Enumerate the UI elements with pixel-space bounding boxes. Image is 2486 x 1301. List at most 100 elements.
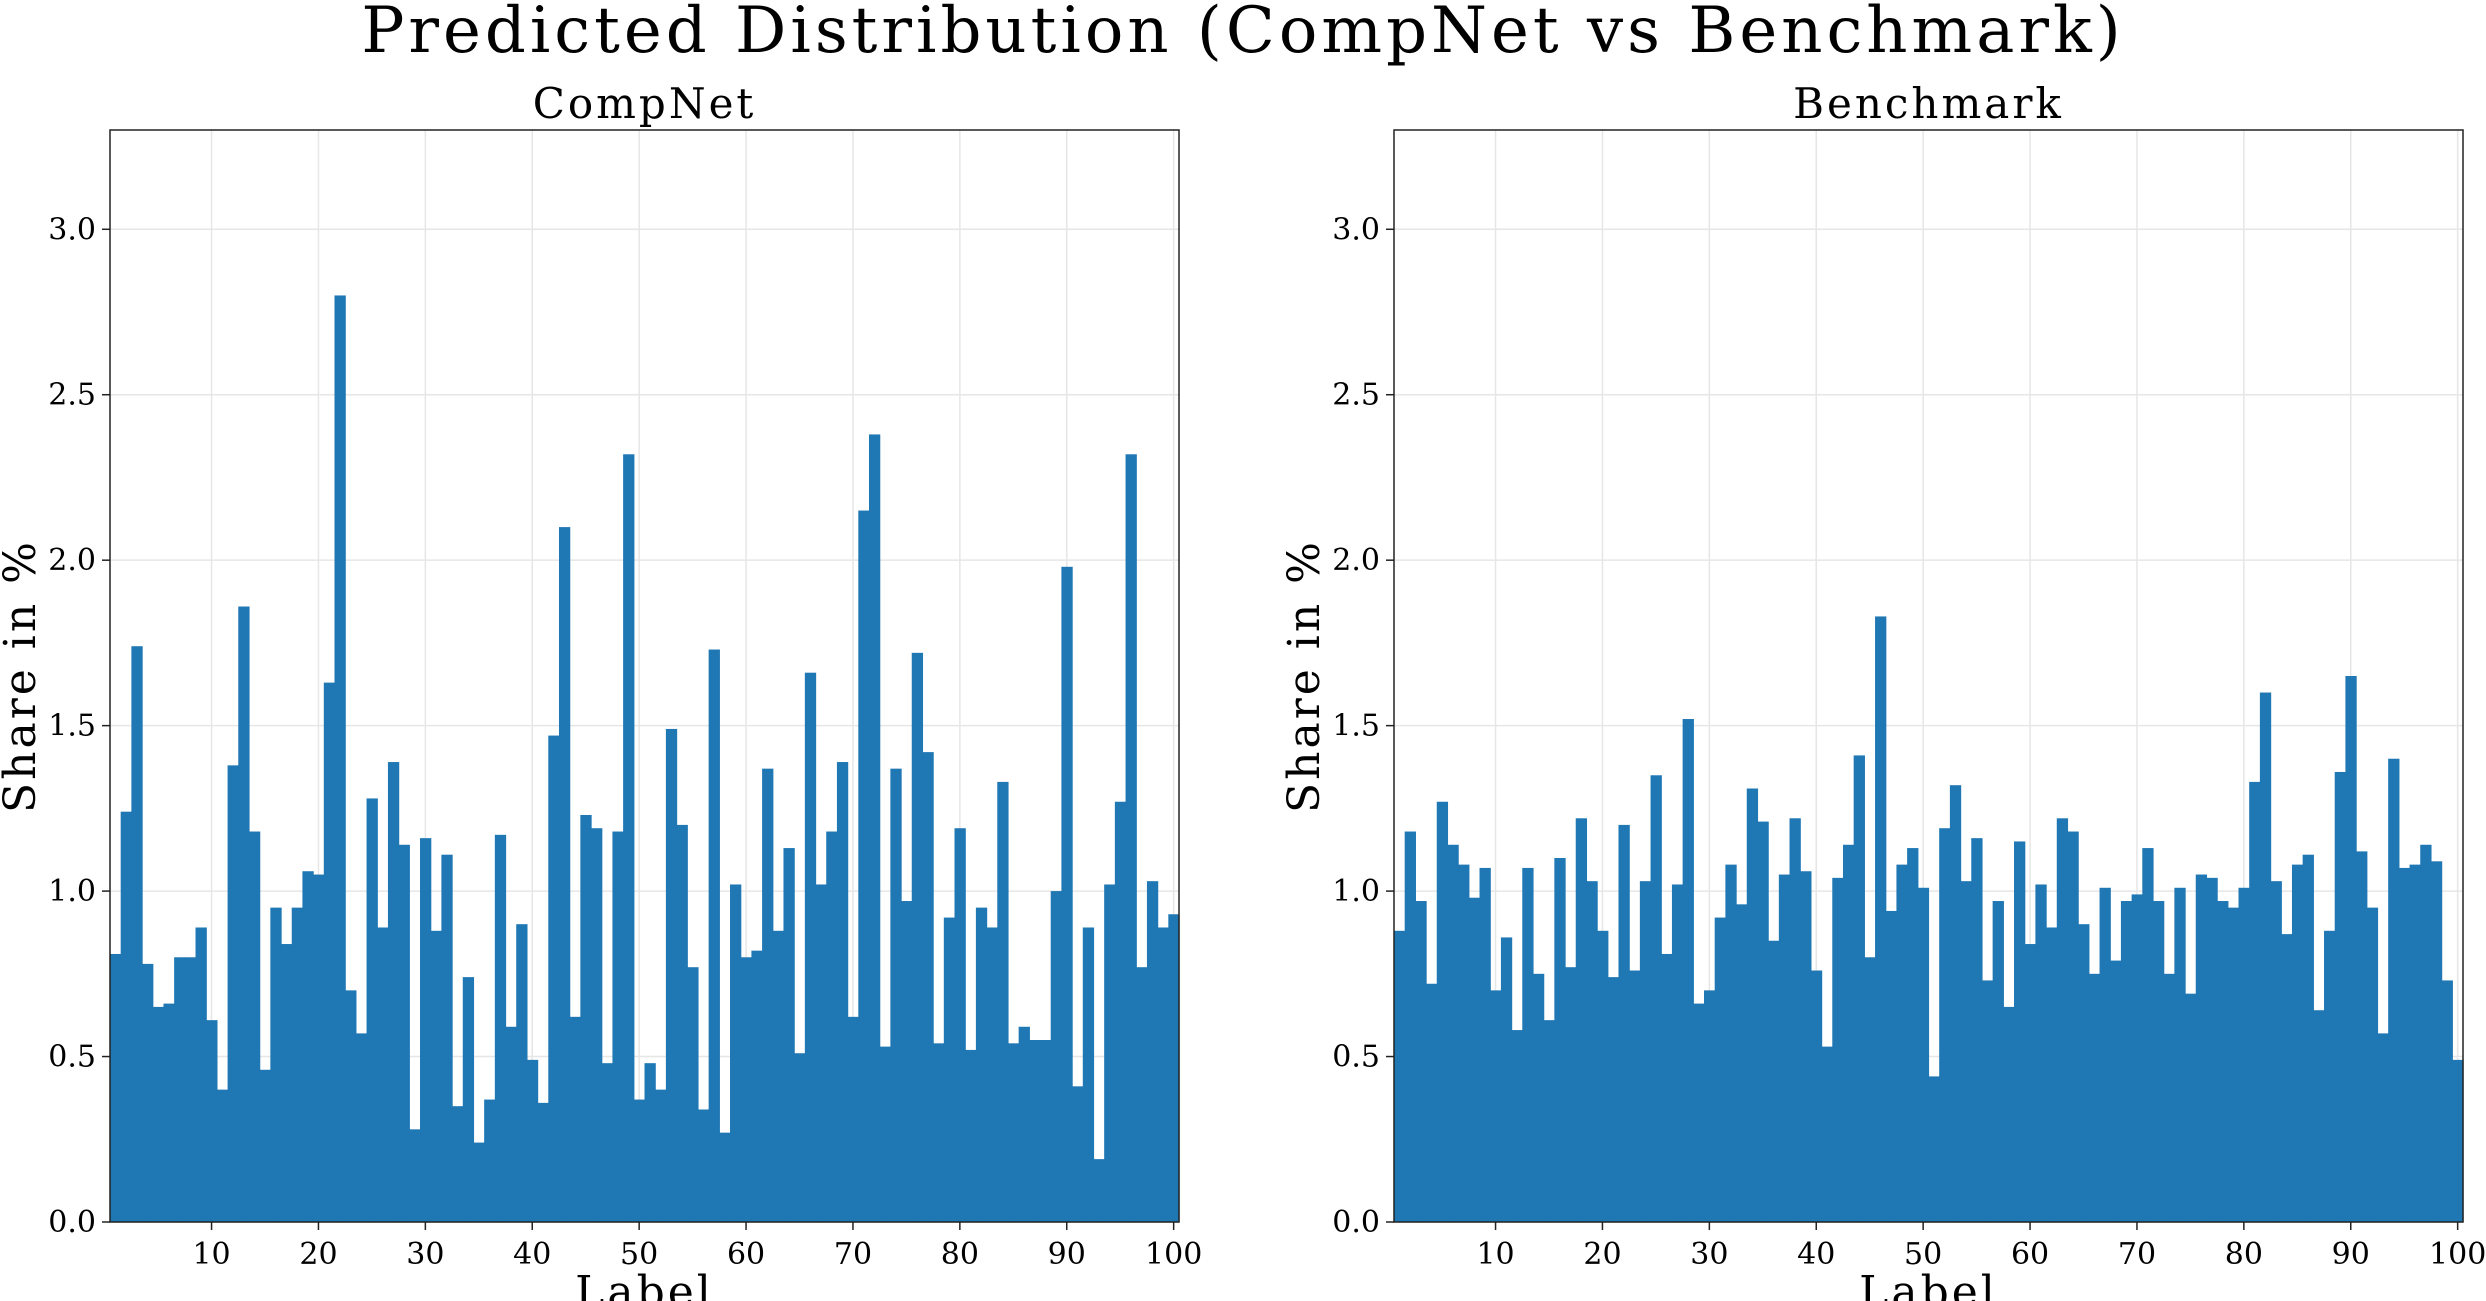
y-tick-label: 3.0 xyxy=(48,212,96,247)
bar-label-27 xyxy=(387,762,400,1222)
bar-label-14 xyxy=(1532,973,1545,1222)
bar-label-96 xyxy=(1125,454,1137,1223)
bar-label-59 xyxy=(730,884,742,1222)
bar-label-33 xyxy=(1736,904,1748,1222)
bar-label-61 xyxy=(2035,884,2047,1222)
bar-label-38 xyxy=(1789,818,1801,1222)
y-tick-label: 2.5 xyxy=(48,378,96,413)
bar-label-7 xyxy=(1458,864,1470,1222)
bar-label-35 xyxy=(1757,821,1769,1222)
bar-label-40 xyxy=(1810,970,1823,1222)
bar-label-8 xyxy=(184,957,197,1222)
bar-label-11 xyxy=(1500,937,1513,1222)
bar-label-19 xyxy=(1586,881,1598,1222)
bar-label-72 xyxy=(868,434,881,1222)
bar-label-39 xyxy=(1800,871,1812,1222)
bar-label-17 xyxy=(1565,967,1577,1222)
y-tick-label: 1.0 xyxy=(1332,874,1380,909)
bar-label-34 xyxy=(462,977,475,1222)
bar-label-15 xyxy=(259,1069,271,1222)
bar-label-10 xyxy=(206,1020,218,1222)
bar-label-62 xyxy=(762,768,774,1222)
bar-label-89 xyxy=(2334,771,2347,1222)
x-axis-label: Label xyxy=(1859,1267,1998,1301)
bar-label-37 xyxy=(494,834,507,1222)
y-tick-label: 0.5 xyxy=(48,1040,96,1075)
x-axis-label: Label xyxy=(575,1267,714,1301)
bar-label-87 xyxy=(2313,1010,2325,1222)
x-tick-label: 20 xyxy=(299,1237,337,1272)
bar-label-14 xyxy=(248,831,261,1222)
bar-label-32 xyxy=(1725,864,1737,1222)
bar-label-33 xyxy=(452,1106,464,1222)
bar-label-82 xyxy=(975,907,988,1222)
subplot-title: Benchmark xyxy=(1793,79,2064,128)
bar-label-30 xyxy=(420,838,432,1222)
bar-label-99 xyxy=(2441,980,2453,1222)
bar-label-95 xyxy=(1114,801,1127,1222)
bar-label-19 xyxy=(302,871,314,1222)
bar-label-31 xyxy=(430,930,442,1222)
y-tick-label: 2.5 xyxy=(1332,378,1380,413)
x-tick-label: 100 xyxy=(1145,1237,1202,1272)
y-tick-label: 1.5 xyxy=(1332,709,1380,744)
bar-label-95 xyxy=(2398,867,2411,1222)
bar-label-43 xyxy=(558,527,571,1222)
bar-label-48 xyxy=(612,831,624,1222)
x-tick-label: 90 xyxy=(2332,1237,2370,1272)
bar-label-2 xyxy=(1404,831,1416,1222)
bar-label-89 xyxy=(1050,891,1063,1222)
bar-label-8 xyxy=(1468,897,1481,1222)
bar-label-36 xyxy=(1768,940,1780,1222)
bar-label-70 xyxy=(2131,894,2143,1222)
bar-label-65 xyxy=(794,1053,806,1222)
bar-label-42 xyxy=(1832,877,1844,1222)
bar-label-68 xyxy=(826,831,838,1222)
bar-label-20 xyxy=(313,874,325,1222)
bar-label-18 xyxy=(1575,818,1588,1222)
x-tick-label: 70 xyxy=(2118,1237,2156,1272)
bar-label-52 xyxy=(1939,828,1951,1222)
bar-label-76 xyxy=(911,652,924,1222)
bar-label-74 xyxy=(890,768,902,1222)
bar-label-83 xyxy=(2270,881,2282,1222)
bar-label-12 xyxy=(1511,1030,1523,1222)
bar-label-16 xyxy=(1554,858,1566,1222)
bar-label-32 xyxy=(441,854,453,1222)
bar-label-80 xyxy=(954,828,966,1222)
x-tick-label: 50 xyxy=(1904,1237,1942,1272)
bar-label-39 xyxy=(516,924,528,1222)
bar-label-22 xyxy=(1618,824,1630,1222)
bar-label-37 xyxy=(1778,874,1791,1222)
bar-label-20 xyxy=(1597,930,1609,1222)
bar-label-4 xyxy=(1426,983,1438,1222)
bar-label-21 xyxy=(323,682,336,1222)
bar-label-54 xyxy=(1960,881,1972,1222)
bar-label-100 xyxy=(1168,914,1180,1222)
axes-frame xyxy=(1393,129,2464,1223)
bar-label-75 xyxy=(2185,993,2197,1222)
x-tick-label: 40 xyxy=(513,1237,551,1272)
bar-label-29 xyxy=(1693,1003,1705,1222)
bar-label-16 xyxy=(270,907,282,1222)
bar-label-12 xyxy=(227,765,239,1222)
x-tick-label: 90 xyxy=(1048,1237,1086,1272)
bar-label-78 xyxy=(2217,901,2229,1222)
bar-label-41 xyxy=(1821,1046,1833,1222)
x-tick-label: 80 xyxy=(941,1237,979,1272)
bar-label-34 xyxy=(1746,788,1759,1222)
bar-label-97 xyxy=(2420,844,2432,1222)
bar-label-65 xyxy=(2078,924,2090,1222)
bar-label-3 xyxy=(1415,901,1427,1222)
bar-label-27 xyxy=(1671,884,1684,1222)
bar-label-62 xyxy=(2046,927,2058,1222)
bar-label-4 xyxy=(142,963,154,1222)
bar-label-23 xyxy=(345,990,357,1222)
bar-label-92 xyxy=(1082,927,1095,1222)
bar-label-28 xyxy=(1682,719,1694,1222)
bar-label-26 xyxy=(1661,953,1673,1222)
x-tick-label: 30 xyxy=(406,1237,444,1272)
bar-label-1 xyxy=(110,953,122,1222)
bar-label-56 xyxy=(697,1109,710,1222)
bar-label-25 xyxy=(366,798,378,1222)
